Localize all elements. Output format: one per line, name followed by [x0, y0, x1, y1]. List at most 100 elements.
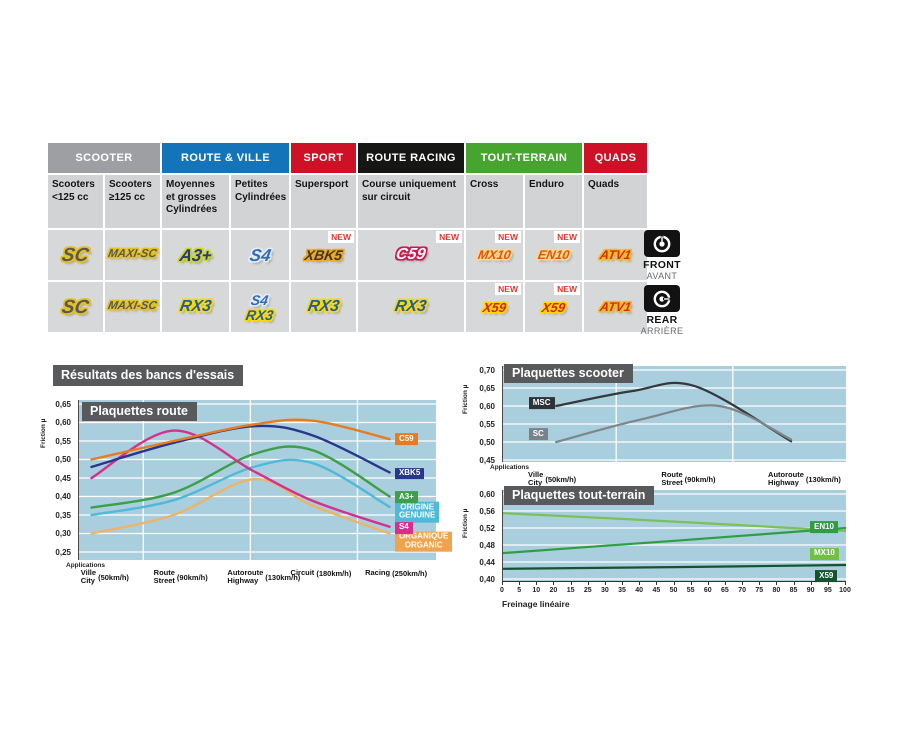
pad-cell-front-c59: NEW C59 — [358, 230, 464, 280]
y-tick-label: 0,60 — [55, 418, 71, 427]
table-subheader: Supersport — [291, 175, 356, 228]
x-tick-label: 10 — [532, 587, 541, 594]
x-category-label: Circuit (180km/h) — [290, 568, 352, 578]
series-label-a3-: A3+ — [394, 491, 418, 504]
pad-cell-rear-rx3: RX3 — [162, 282, 229, 332]
product-logo-c59: C59 — [394, 246, 428, 263]
new-badge: NEW — [554, 283, 580, 295]
pad-cell-front-a3: A3+ — [162, 230, 229, 280]
x-axis-title: Freinage linéaire — [502, 599, 570, 609]
pad-cell-front-xbk5: NEW XBK5 — [291, 230, 356, 280]
pad-cell-rear-x59: NEW X59 — [466, 282, 523, 332]
x-tick-label: 65 — [721, 587, 729, 594]
x-axis-caption: Applications — [490, 464, 530, 471]
table-subheader: Moyennes et grosses Cylindrées — [162, 175, 229, 228]
product-logo-atv1: ATV1 — [598, 247, 633, 262]
series-line-a3- — [90, 445, 391, 509]
x-tick-mark — [536, 581, 538, 585]
product-logo-maxisc: MAXI-SC — [107, 248, 158, 261]
table-group-header-tout-terrain: TOUT-TERRAIN — [466, 143, 582, 173]
x-tick-mark — [502, 581, 503, 585]
front-sublabel: AVANT — [646, 271, 678, 281]
x-tick-mark — [827, 581, 829, 585]
product-logo-atv1: ATV1 — [598, 299, 633, 314]
chart-plaquettes-route: Plaquettes route Friction µ 0,65 0,60 0,55 0,… — [40, 396, 480, 606]
y-tick-label: 0,65 — [479, 383, 495, 393]
y-tick-label: 0,25 — [55, 547, 71, 557]
table-subheader: Petites Cylindrées — [231, 175, 289, 228]
pad-cell-rear-sc: SC — [48, 282, 103, 332]
y-tick-label: 0,55 — [479, 419, 495, 429]
pad-cell-rear-maxisc: MAXI-SC — [105, 282, 160, 332]
y-tick-label: 0,45 — [55, 473, 71, 483]
x-tick-label: 25 — [583, 587, 592, 594]
pad-cell-front-mx10: NEW MX10 — [466, 230, 523, 280]
product-logo-mx10: MX10 — [476, 247, 513, 262]
series-line-x59 — [503, 563, 846, 570]
chart-title: Plaquettes scooter — [504, 364, 633, 383]
plot-area: MX10 EN10 X59 — [502, 490, 846, 582]
x-category-label: Route Street (90km/h) — [661, 470, 716, 488]
series-line-origine-genuine — [90, 458, 391, 517]
table-subheader: Quads — [584, 175, 647, 228]
x-tick-mark — [622, 581, 624, 585]
series-label-xbk5: XBK5 — [394, 467, 425, 480]
product-logo-rx3: RX3 — [178, 298, 213, 315]
series-line-xbk5 — [90, 424, 391, 474]
x-tick-mark — [587, 581, 589, 585]
x-tick-label: 90 — [806, 587, 815, 594]
application-table: SCOOTER ROUTE & VILLE SPORT ROUTE RACING TOU… — [48, 143, 647, 332]
x-tick-label: 30 — [600, 587, 609, 594]
x-category-label: Autoroute Highway (130km/h) — [227, 568, 301, 586]
new-badge: NEW — [436, 231, 462, 243]
series-label-x59: X59 — [815, 570, 838, 582]
x-tick-label: 45 — [652, 587, 661, 594]
table-subheader: Scooters ≥125 cc — [105, 175, 160, 228]
product-logo-rx3: RX3 — [244, 306, 276, 323]
x-tick-mark — [742, 581, 744, 585]
chart-title: Plaquettes route — [82, 402, 197, 421]
series-line-s4 — [90, 429, 391, 528]
series-label-origine-genuine: ORIGINE GENUINE — [394, 501, 440, 523]
series-label-msc: MSC — [528, 397, 555, 410]
x-tick-label: 0 — [500, 587, 504, 594]
series-label-s4: S4 — [394, 522, 413, 534]
product-logo-a3: A3+ — [177, 245, 214, 265]
pad-cell-rear-atv1: ATV1 — [584, 282, 647, 332]
pad-cell-rear-s4-rx3: S4 RX3 — [231, 282, 289, 332]
x-tick-label: 60 — [703, 587, 712, 594]
x-tick-label: 85 — [789, 587, 798, 594]
new-badge: NEW — [328, 231, 354, 243]
pad-cell-front-atv1: ATV1 — [584, 230, 647, 280]
new-badge: NEW — [554, 231, 580, 243]
chart-title: Plaquettes tout-terrain — [504, 486, 655, 505]
x-tick-mark — [604, 581, 606, 585]
x-tick-label: 5 — [517, 587, 522, 594]
product-logo-sc: SC — [60, 296, 91, 318]
x-tick-mark — [845, 581, 846, 585]
x-tick-mark — [639, 581, 641, 585]
product-logo-s4: S4 — [250, 291, 270, 308]
x-axis-caption: Applications — [66, 562, 106, 569]
table-group-header-quads: QUADS — [584, 143, 647, 173]
table-group-header-scooter: SCOOTER — [48, 143, 160, 173]
series-line-organique-organic — [90, 477, 391, 535]
rear-sublabel: ARRIÈRE — [640, 326, 684, 336]
pad-cell-front-sc: SC — [48, 230, 103, 280]
y-tick-label: 0,60 — [479, 401, 495, 411]
table-group-header-route-ville: ROUTE & VILLE — [162, 143, 289, 173]
x-tick-mark — [690, 581, 692, 585]
section-title: Résultats des bancs d'essais — [53, 365, 244, 386]
pad-cell-rear-x59: NEW X59 — [525, 282, 582, 332]
pad-cell-front-s4: S4 — [231, 230, 289, 280]
series-label-organique-organic: ORGANIQUE ORGANIC — [394, 531, 453, 552]
table-subheader: Cross — [466, 175, 523, 228]
series-label-en10: EN10 — [809, 521, 838, 534]
rear-label: REAR — [646, 314, 678, 326]
x-category-label: Racing (250km/h) — [365, 568, 428, 578]
pad-cell-rear-rx3: RX3 — [291, 282, 356, 332]
new-badge: NEW — [495, 283, 521, 295]
product-logo-x59: X59 — [540, 299, 567, 315]
x-tick-mark — [553, 581, 555, 585]
